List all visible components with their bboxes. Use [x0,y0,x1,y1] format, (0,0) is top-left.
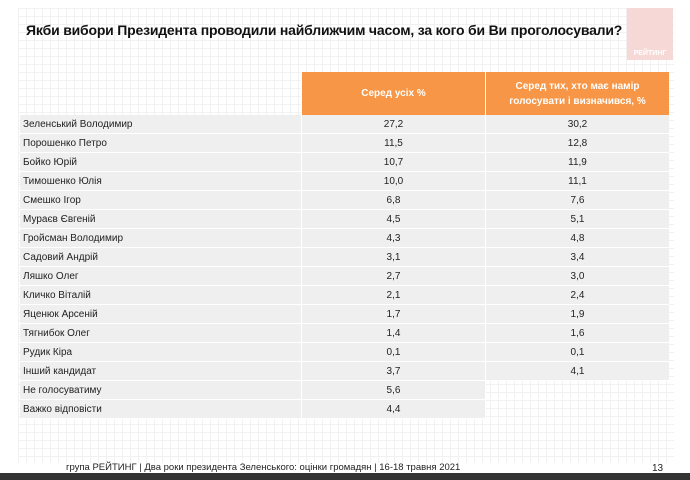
value-cell: 2,4 [485,285,669,305]
table-row: Тимошенко Юлія 10,0 11,1 [20,171,669,191]
table-row: Смешко Ігор 6,8 7,6 [20,190,669,210]
value-cell: 1,6 [485,323,669,343]
candidate-name: Бойко Юрій [20,152,302,172]
value-cell: 5,1 [485,209,669,229]
value-cell: 0,1 [301,342,486,362]
candidate-name: Інший кандидат [20,361,302,381]
candidate-name: Тягнибок Олег [20,323,302,343]
candidate-name: Тимошенко Юлія [20,171,302,191]
logo: РЕЙТИНГ [627,8,673,60]
value-cell: 5,6 [301,380,486,400]
table-row: Інший кандидат 3,7 4,1 [20,361,669,381]
column-header: Серед тих, хто має намір голосувати і ви… [485,72,669,115]
value-cell: 12,8 [485,133,669,153]
value-cell: 2,1 [301,285,486,305]
value-cell: 30,2 [485,115,669,134]
value-cell: 4,4 [301,399,486,419]
value-cell: 1,4 [301,323,486,343]
empty-header [20,72,302,115]
footer: група РЕЙТИНГ | Два роки президента Зеле… [66,462,461,473]
value-cell: 1,7 [301,304,486,324]
page-title: Якби вибори Президента проводили найближ… [26,22,623,38]
table-row: Тягнибок Олег 1,4 1,6 [20,323,669,343]
candidate-name: Яценюк Арсеній [20,304,302,324]
table-row: Яценюк Арсеній 1,7 1,9 [20,304,669,324]
value-cell: 10,7 [301,152,486,172]
candidate-name: Мураєв Євгеній [20,209,302,229]
table-row: Ляшко Олег 2,7 3,0 [20,266,669,286]
candidate-name: Садовий Андрій [20,247,302,267]
value-cell [485,399,669,419]
table-row: Зеленський Володимир 27,2 30,2 [20,115,669,134]
table-row: Важко відповісти 4,4 [20,399,669,419]
value-cell: 2,7 [301,266,486,286]
candidate-name: Не голосуватиму [20,380,302,400]
value-cell: 4,3 [301,228,486,248]
value-cell: 4,5 [301,209,486,229]
candidate-name: Смешко Ігор [20,190,302,210]
value-cell: 1,9 [485,304,669,324]
value-cell: 3,7 [301,361,486,381]
table-row: Садовий Андрій 3,1 3,4 [20,247,669,267]
value-cell: 10,0 [301,171,486,191]
table-row: Бойко Юрій 10,7 11,9 [20,152,669,172]
value-cell: 4,1 [485,361,669,381]
table-row: Кличко Віталій 2,1 2,4 [20,285,669,305]
value-cell: 3,4 [485,247,669,267]
value-cell: 11,5 [301,133,486,153]
value-cell: 6,8 [301,190,486,210]
table-row: Мураєв Євгеній 4,5 5,1 [20,209,669,229]
value-cell: 0,1 [485,342,669,362]
candidate-name: Кличко Віталій [20,285,302,305]
table-row: Рудик Кіра 0,1 0,1 [20,342,669,362]
value-cell: 27,2 [301,115,486,134]
logo-text: РЕЙТИНГ [633,50,667,57]
table-row: Гройсман Володимир 4,3 4,8 [20,228,669,248]
column-header: Серед усіх % [301,72,486,115]
candidate-name: Зеленський Володимир [20,115,302,134]
candidate-name: Порошенко Петро [20,133,302,153]
value-cell [485,380,669,400]
value-cell: 11,1 [485,171,669,191]
value-cell: 7,6 [485,190,669,210]
candidate-name: Важко відповісти [20,399,302,419]
page-number: 13 [652,463,664,474]
value-cell: 4,8 [485,228,669,248]
candidate-name: Гройсман Володимир [20,228,302,248]
value-cell: 11,9 [485,152,669,172]
value-cell: 3,1 [301,247,486,267]
table-row: Порошенко Петро 11,5 12,8 [20,133,669,153]
bottom-bar [0,473,690,480]
results-table: Серед усіх % Серед тих, хто має намір го… [20,72,669,419]
candidate-name: Ляшко Олег [20,266,302,286]
value-cell: 3,0 [485,266,669,286]
table-row: Не голосуватиму 5,6 [20,380,669,400]
candidate-name: Рудик Кіра [20,342,302,362]
